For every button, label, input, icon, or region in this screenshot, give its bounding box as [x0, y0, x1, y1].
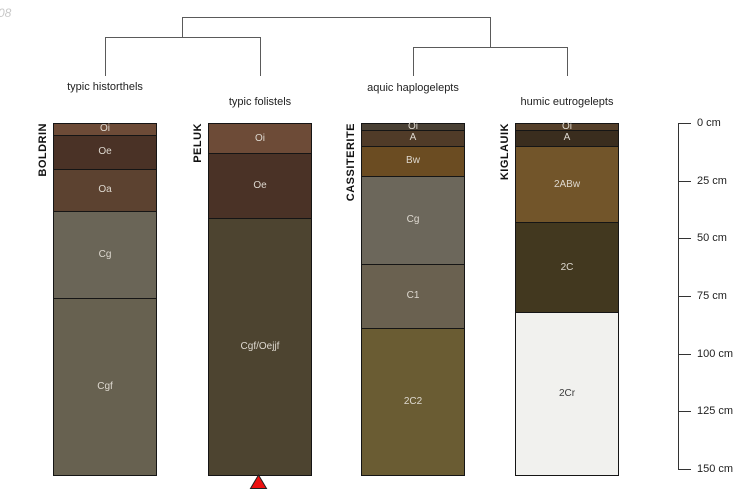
horizon-boldrin-cgf: Cgf — [54, 299, 156, 475]
depth-tick-25 — [678, 181, 691, 182]
horizon-label: Oe — [253, 179, 267, 191]
dendrogram-leaf-eutrogelepts-drop — [567, 47, 568, 76]
selected-profile-marker-icon — [249, 474, 268, 489]
profile-name-peluk: PELUK — [192, 123, 204, 163]
horizon-label: Oi — [562, 120, 572, 132]
horizon-cassiterite-bw: Bw — [362, 146, 464, 177]
horizon-kiglauik-2abw: 2ABw — [516, 146, 618, 224]
profile-name-boldrin: BOLDRIN — [37, 123, 49, 177]
horizon-label: Cg — [98, 248, 112, 260]
dendrogram-leaf-folistels-drop — [260, 37, 261, 76]
depth-label-125: 125 cm — [697, 405, 734, 417]
horizon-peluk-cgf-oejjf: Cgf/Oejjf — [209, 218, 311, 475]
horizon-boldrin-oa: Oa — [54, 170, 156, 212]
horizon-label: A — [563, 132, 571, 144]
depth-tick-150 — [678, 469, 691, 470]
horizon-label: 2Cr — [558, 387, 576, 399]
horizon-boldrin-oe: Oe — [54, 135, 156, 171]
dendrogram-root-bar — [182, 17, 490, 18]
depth-tick-50 — [678, 238, 691, 239]
depth-tick-75 — [678, 296, 691, 297]
soil-column-boldrin: Oi Oe Oa Cg Cgf — [53, 123, 157, 476]
soil-column-kiglauik: Oi A 2ABw 2C 2Cr — [515, 120, 619, 476]
horizon-label: C1 — [406, 290, 420, 302]
horizon-kiglauik-a: A — [516, 130, 618, 147]
horizon-cassiterite-oi: Oi — [362, 120, 464, 132]
classification-label-historthels: typic historthels — [67, 81, 143, 93]
depth-label-25: 25 cm — [697, 175, 727, 187]
horizon-label: 2ABw — [553, 178, 581, 190]
horizon-label: Oe — [98, 146, 112, 158]
horizon-cassiterite-cg: Cg — [362, 176, 464, 265]
watermark-text: 08 — [0, 6, 12, 20]
depth-label-150: 150 cm — [697, 463, 734, 475]
horizon-boldrin-oi: Oi — [54, 124, 156, 136]
horizon-label: Oa — [98, 184, 112, 196]
horizon-label: Cgf/Oejjf — [240, 340, 280, 352]
depth-label-0: 0 cm — [697, 117, 721, 129]
horizon-boldrin-cg: Cg — [54, 211, 156, 300]
depth-label-75: 75 cm — [697, 290, 727, 302]
horizon-label: Oi — [255, 132, 265, 144]
soil-column-cassiterite: Oi A Bw Cg C1 2C2 — [361, 120, 465, 476]
depth-tick-0 — [678, 123, 691, 124]
classification-label-folistels: typic folistels — [228, 96, 292, 108]
dendrogram-leaf-haplogelepts-drop — [413, 47, 414, 76]
horizon-label: Oi — [408, 120, 418, 132]
dendrogram-root-right-drop — [490, 17, 491, 48]
horizon-label: A — [409, 132, 417, 144]
profile-name-cassiterite: CASSITERITE — [345, 123, 357, 202]
depth-tick-100 — [678, 354, 691, 355]
horizon-label: Cgf — [97, 380, 113, 392]
horizon-label: 2C2 — [403, 395, 423, 407]
classification-label-eutrogelepts: humic eutrogelepts — [520, 96, 614, 108]
classification-label-haplogelepts: aquic haplogelepts — [367, 82, 459, 94]
dendrogram-right-pair-bar — [413, 47, 567, 48]
horizon-kiglauik-2c: 2C — [516, 223, 618, 314]
horizon-cassiterite-a: A — [362, 130, 464, 147]
horizon-kiglauik-oi: Oi — [516, 120, 618, 132]
horizon-peluk-oe: Oe — [209, 154, 311, 219]
dendrogram-left-pair-bar — [105, 37, 260, 38]
dendrogram-root-left-drop — [182, 17, 183, 38]
soil-column-peluk: Oi Oe Cgf/Oejjf — [208, 123, 312, 476]
horizon-kiglauik-2cr: 2Cr — [516, 313, 618, 475]
horizon-cassiterite-c1: C1 — [362, 264, 464, 330]
horizon-label: Oi — [100, 123, 110, 135]
horizon-label: Bw — [406, 155, 420, 167]
depth-label-50: 50 cm — [697, 232, 727, 244]
dendrogram-leaf-historthels-drop — [105, 37, 106, 76]
depth-label-100: 100 cm — [697, 348, 734, 360]
profile-name-kiglauik: KIGLAUIK — [499, 123, 511, 181]
horizon-label: 2C — [560, 261, 574, 273]
depth-tick-125 — [678, 411, 691, 412]
horizon-label: Cg — [406, 214, 420, 226]
horizon-cassiterite-2c2: 2C2 — [362, 329, 464, 475]
horizon-peluk-oi: Oi — [209, 124, 311, 154]
